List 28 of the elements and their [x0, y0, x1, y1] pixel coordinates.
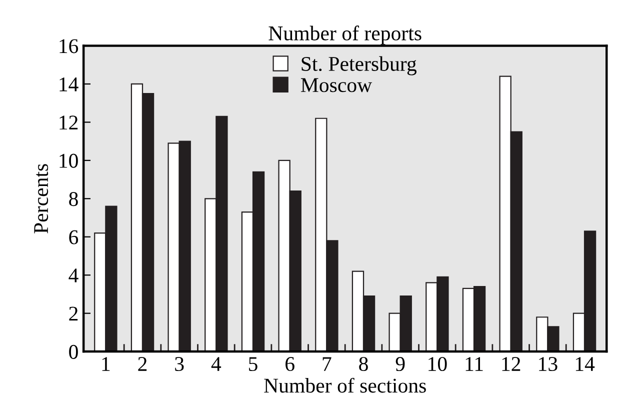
- y-tick-label: 2: [69, 306, 78, 321]
- y-tick-label: 14: [60, 77, 78, 92]
- x-tick-label: 2: [138, 357, 147, 371]
- legend-label: St. Petersburg: [302, 56, 416, 76]
- x-tick-label: 11: [466, 357, 483, 371]
- legend-label: Moscow: [300, 78, 372, 92]
- x-tick-label: 7: [322, 357, 332, 371]
- y-tick-label: 8: [69, 192, 78, 206]
- x-tick-label: 8: [359, 356, 368, 372]
- x-tick-label: 13: [539, 357, 558, 372]
- y-axis-title: Percents: [34, 164, 48, 234]
- x-tick-label: 1: [102, 357, 110, 371]
- y-tick-label: 6: [69, 230, 78, 244]
- x-axis-title: Number of sections: [264, 378, 426, 393]
- x-tick-label: 4: [211, 357, 222, 371]
- x-tick-label: 9: [396, 357, 405, 372]
- x-tick-label: 3: [175, 357, 184, 372]
- y-tick-label: 10: [60, 154, 78, 168]
- chart-title: Number of reports: [268, 26, 422, 45]
- x-tick-label: 6: [286, 357, 294, 372]
- x-tick-label: 12: [502, 357, 520, 371]
- y-tick-label: 0: [69, 344, 78, 359]
- y-tick-label: 4: [68, 268, 78, 282]
- y-tick-label: 16: [60, 39, 78, 54]
- y-tick-label: 12: [60, 116, 78, 130]
- x-tick-label: 14: [576, 357, 595, 371]
- x-tick-label: 10: [428, 356, 447, 372]
- x-tick-label: 5: [249, 357, 258, 372]
